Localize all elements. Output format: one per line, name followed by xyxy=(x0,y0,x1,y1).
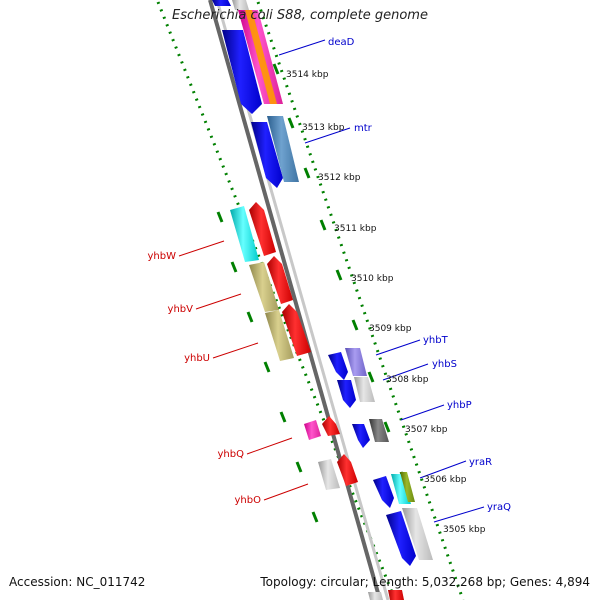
gene-label-deaD[interactable]: deaD xyxy=(328,37,355,48)
gene-label-yhbT[interactable]: yhbT xyxy=(423,335,449,346)
gene-deaD-feature[interactable] xyxy=(222,30,262,114)
forward-gene-labels: deaD mtr yhbT yhbS yhbP yraR yraQ xyxy=(328,37,511,513)
gene-top-grey[interactable] xyxy=(232,0,249,10)
gene-label-yhbQ[interactable]: yhbQ xyxy=(218,449,245,460)
genome-backbone-outer xyxy=(208,0,382,600)
gene-yhbO-feature[interactable] xyxy=(337,454,358,486)
gene-yhbO-cds[interactable] xyxy=(318,459,340,490)
gene-label-yhbU[interactable]: yhbU xyxy=(184,353,210,364)
tick-label-3506: 3506 kbp xyxy=(424,475,467,485)
gene-yhbT-cds[interactable] xyxy=(345,348,367,376)
tick-label-3514: 3514 kbp xyxy=(286,70,329,80)
gene-yhbU-feature[interactable] xyxy=(282,304,311,356)
reverse-gene-labels: yhbW yhbV yhbU yhbQ yhbO xyxy=(148,251,262,506)
gene-bottom-grey[interactable] xyxy=(368,592,383,600)
gene-yhbQ-cds[interactable] xyxy=(304,420,321,440)
gene-yraR-cds[interactable] xyxy=(391,474,411,504)
tick-label-3505: 3505 kbp xyxy=(443,525,486,535)
gene-label-yraQ[interactable]: yraQ xyxy=(487,502,511,513)
kbp-tick-labels: 3514 kbp 3513 kbp 3512 kbp 3511 kbp 3510… xyxy=(286,70,486,535)
gene-yhbV-feature[interactable] xyxy=(267,256,293,304)
gene-yhbU-cds[interactable] xyxy=(265,310,294,361)
gene-label-yhbW[interactable]: yhbW xyxy=(148,251,177,262)
gene-deaD-stripe[interactable] xyxy=(245,10,277,104)
gene-mtr-feature[interactable] xyxy=(251,122,283,188)
tick-label-3513: 3513 kbp xyxy=(302,123,345,133)
gene-yhbP-feature[interactable] xyxy=(352,424,370,448)
gene-label-yhbV[interactable]: yhbV xyxy=(168,304,194,315)
label-leaders xyxy=(178,39,485,523)
gene-top-blue[interactable] xyxy=(212,0,231,6)
outer-dotted-ring xyxy=(256,1,465,600)
tick-label-3509: 3509 kbp xyxy=(369,324,412,334)
gene-label-yhbP[interactable]: yhbP xyxy=(447,400,472,411)
gene-yhbQ-feature[interactable] xyxy=(322,416,340,436)
gene-yhbW-cds[interactable] xyxy=(230,206,259,262)
gene-yraQ-feature[interactable] xyxy=(386,511,416,566)
gene-yhbP-cds[interactable] xyxy=(369,419,389,442)
gene-bottom-red[interactable] xyxy=(388,590,404,600)
gene-yhbV-cds[interactable] xyxy=(249,262,279,312)
gene-label-yraR[interactable]: yraR xyxy=(469,457,492,468)
gene-label-yhbO[interactable]: yhbO xyxy=(235,495,262,506)
gene-yhbT-feature[interactable] xyxy=(328,352,348,380)
tick-label-3510: 3510 kbp xyxy=(351,274,394,284)
gene-yhbS-feature[interactable] xyxy=(337,380,356,408)
tick-label-3508: 3508 kbp xyxy=(386,375,429,385)
accession-text: Accession: NC_011742 xyxy=(9,575,146,589)
reverse-strand-genes xyxy=(230,202,358,490)
genome-summary-text: Topology: circular; Length: 5,032,268 bp… xyxy=(260,575,590,589)
gene-yhbS-cds[interactable] xyxy=(354,377,375,402)
tick-label-3511: 3511 kbp xyxy=(334,224,377,234)
gene-yhbW-feature[interactable] xyxy=(249,202,276,256)
gene-label-mtr[interactable]: mtr xyxy=(354,123,373,134)
gene-yraQ-cds[interactable] xyxy=(402,508,433,560)
gene-yraR-stripe[interactable] xyxy=(400,472,415,502)
tick-label-3512: 3512 kbp xyxy=(318,173,361,183)
forward-strand-genes xyxy=(212,0,433,600)
gene-label-yhbS[interactable]: yhbS xyxy=(432,359,457,370)
inner-dotted-ring xyxy=(156,1,397,600)
gene-mtr-cds[interactable] xyxy=(267,116,299,182)
map-title: Escherichia coli S88, complete genome xyxy=(172,8,428,23)
gene-yraR-feature[interactable] xyxy=(373,476,394,508)
tick-label-3507: 3507 kbp xyxy=(405,425,448,435)
